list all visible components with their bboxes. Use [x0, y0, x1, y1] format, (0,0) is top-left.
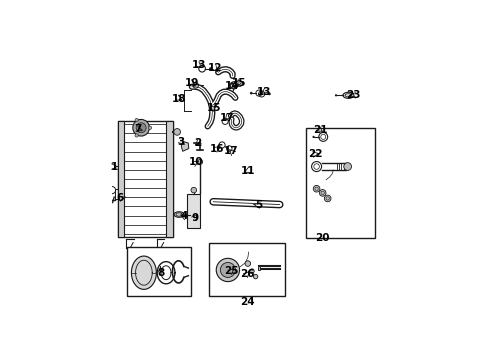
Text: 17: 17 — [224, 146, 238, 156]
Polygon shape — [181, 141, 188, 151]
Ellipse shape — [174, 212, 183, 217]
Circle shape — [324, 195, 330, 202]
Ellipse shape — [342, 92, 353, 98]
Circle shape — [313, 185, 319, 192]
Text: 26: 26 — [240, 269, 254, 279]
Text: 9: 9 — [191, 213, 198, 223]
Circle shape — [334, 94, 336, 96]
Text: 21: 21 — [312, 125, 326, 135]
Text: 8: 8 — [157, 268, 164, 278]
Circle shape — [135, 118, 138, 122]
Circle shape — [249, 92, 252, 94]
Circle shape — [197, 159, 202, 164]
Bar — [257, 266, 260, 270]
Text: 13: 13 — [191, 60, 205, 70]
Circle shape — [319, 190, 325, 196]
Circle shape — [220, 262, 235, 278]
Polygon shape — [131, 256, 156, 289]
Text: 15: 15 — [206, 103, 221, 113]
Text: 11: 11 — [240, 166, 255, 176]
Circle shape — [249, 269, 254, 273]
Text: 2: 2 — [194, 138, 201, 148]
Polygon shape — [187, 194, 200, 228]
Text: 15: 15 — [232, 77, 246, 87]
Circle shape — [343, 163, 351, 170]
Circle shape — [244, 261, 250, 266]
Text: 23: 23 — [345, 90, 360, 100]
Bar — [208, 243, 285, 296]
Text: 3: 3 — [177, 136, 184, 147]
Circle shape — [209, 68, 211, 70]
Circle shape — [148, 126, 151, 129]
Polygon shape — [117, 121, 124, 237]
Text: 25: 25 — [224, 266, 238, 276]
Circle shape — [312, 136, 314, 138]
Text: 19: 19 — [185, 78, 199, 89]
Circle shape — [173, 129, 180, 135]
Circle shape — [253, 274, 257, 279]
Bar — [305, 128, 374, 238]
Text: 10: 10 — [189, 157, 203, 167]
Circle shape — [230, 82, 232, 85]
Text: 6: 6 — [117, 193, 123, 203]
Text: 4: 4 — [180, 211, 187, 221]
Text: 14: 14 — [225, 81, 240, 91]
Circle shape — [133, 120, 149, 136]
Text: 24: 24 — [240, 297, 255, 307]
Text: 17: 17 — [219, 113, 234, 123]
Text: 18: 18 — [171, 94, 186, 104]
Circle shape — [268, 93, 270, 95]
Text: 13: 13 — [256, 87, 271, 97]
Circle shape — [191, 187, 196, 193]
Circle shape — [135, 134, 138, 137]
Text: 22: 22 — [307, 149, 322, 159]
Text: 5: 5 — [255, 201, 262, 210]
Text: 7: 7 — [134, 124, 142, 134]
Circle shape — [136, 123, 146, 133]
Text: 16: 16 — [210, 144, 224, 153]
Bar — [127, 247, 191, 296]
Polygon shape — [166, 121, 173, 237]
Text: 20: 20 — [315, 233, 329, 243]
Text: 12: 12 — [207, 63, 222, 73]
Circle shape — [216, 258, 239, 282]
Text: 1: 1 — [111, 162, 118, 172]
